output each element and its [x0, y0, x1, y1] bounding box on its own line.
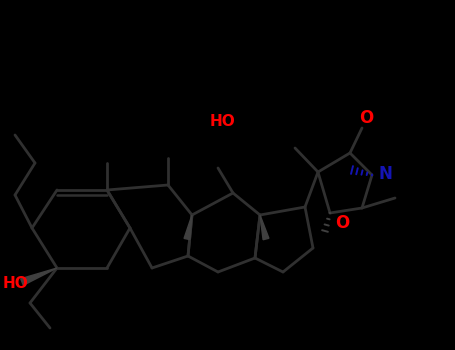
Polygon shape	[20, 268, 57, 285]
Text: O: O	[335, 214, 349, 232]
Text: HO: HO	[210, 114, 236, 130]
Polygon shape	[260, 215, 269, 240]
Polygon shape	[184, 215, 192, 240]
Text: N: N	[379, 165, 393, 183]
Text: HO: HO	[3, 275, 29, 290]
Text: O: O	[359, 109, 373, 127]
